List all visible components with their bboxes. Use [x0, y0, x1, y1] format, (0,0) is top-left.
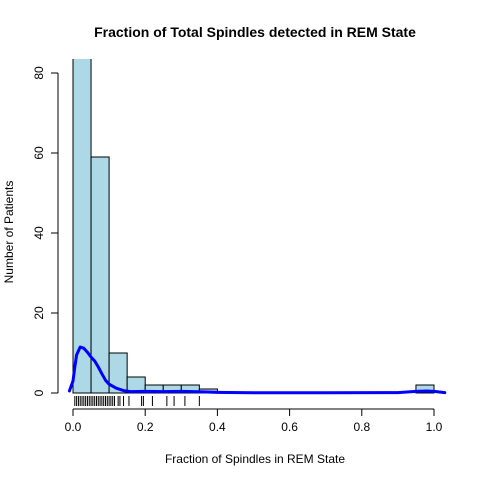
- x-tick-label: 0.6: [281, 420, 298, 434]
- histogram-bar: [415, 384, 435, 394]
- y-tick-label: 80: [32, 66, 46, 80]
- x-tick-label: 0.8: [353, 420, 370, 434]
- x-axis-label: Fraction of Spindles in REM State: [165, 452, 345, 466]
- histogram-bars: [72, 59, 435, 394]
- density-line: [67, 345, 447, 395]
- x-tick-label: 0.4: [209, 420, 226, 434]
- histogram-bar: [108, 352, 128, 394]
- x-axis: 0.0 0.2 0.4 0.6 0.8 1.0: [65, 408, 443, 434]
- histogram-bar: [90, 156, 110, 394]
- y-tick-label: 0: [32, 389, 46, 396]
- y-axis-label: Number of Patients: [2, 181, 16, 284]
- x-tick-label: 0.0: [65, 420, 82, 434]
- y-axis: 0 20 40 60 80: [32, 66, 59, 396]
- y-tick-label: 20: [32, 306, 46, 320]
- y-tick-label: 60: [32, 146, 46, 160]
- chart-title: Fraction of Total Spindles detected in R…: [94, 24, 416, 40]
- rug-marks: [74, 396, 200, 406]
- y-tick-label: 40: [32, 226, 46, 240]
- x-tick-label: 0.2: [137, 420, 154, 434]
- density-curve: [67, 345, 447, 395]
- x-tick-label: 1.0: [426, 420, 443, 434]
- histogram-bar: [72, 59, 92, 394]
